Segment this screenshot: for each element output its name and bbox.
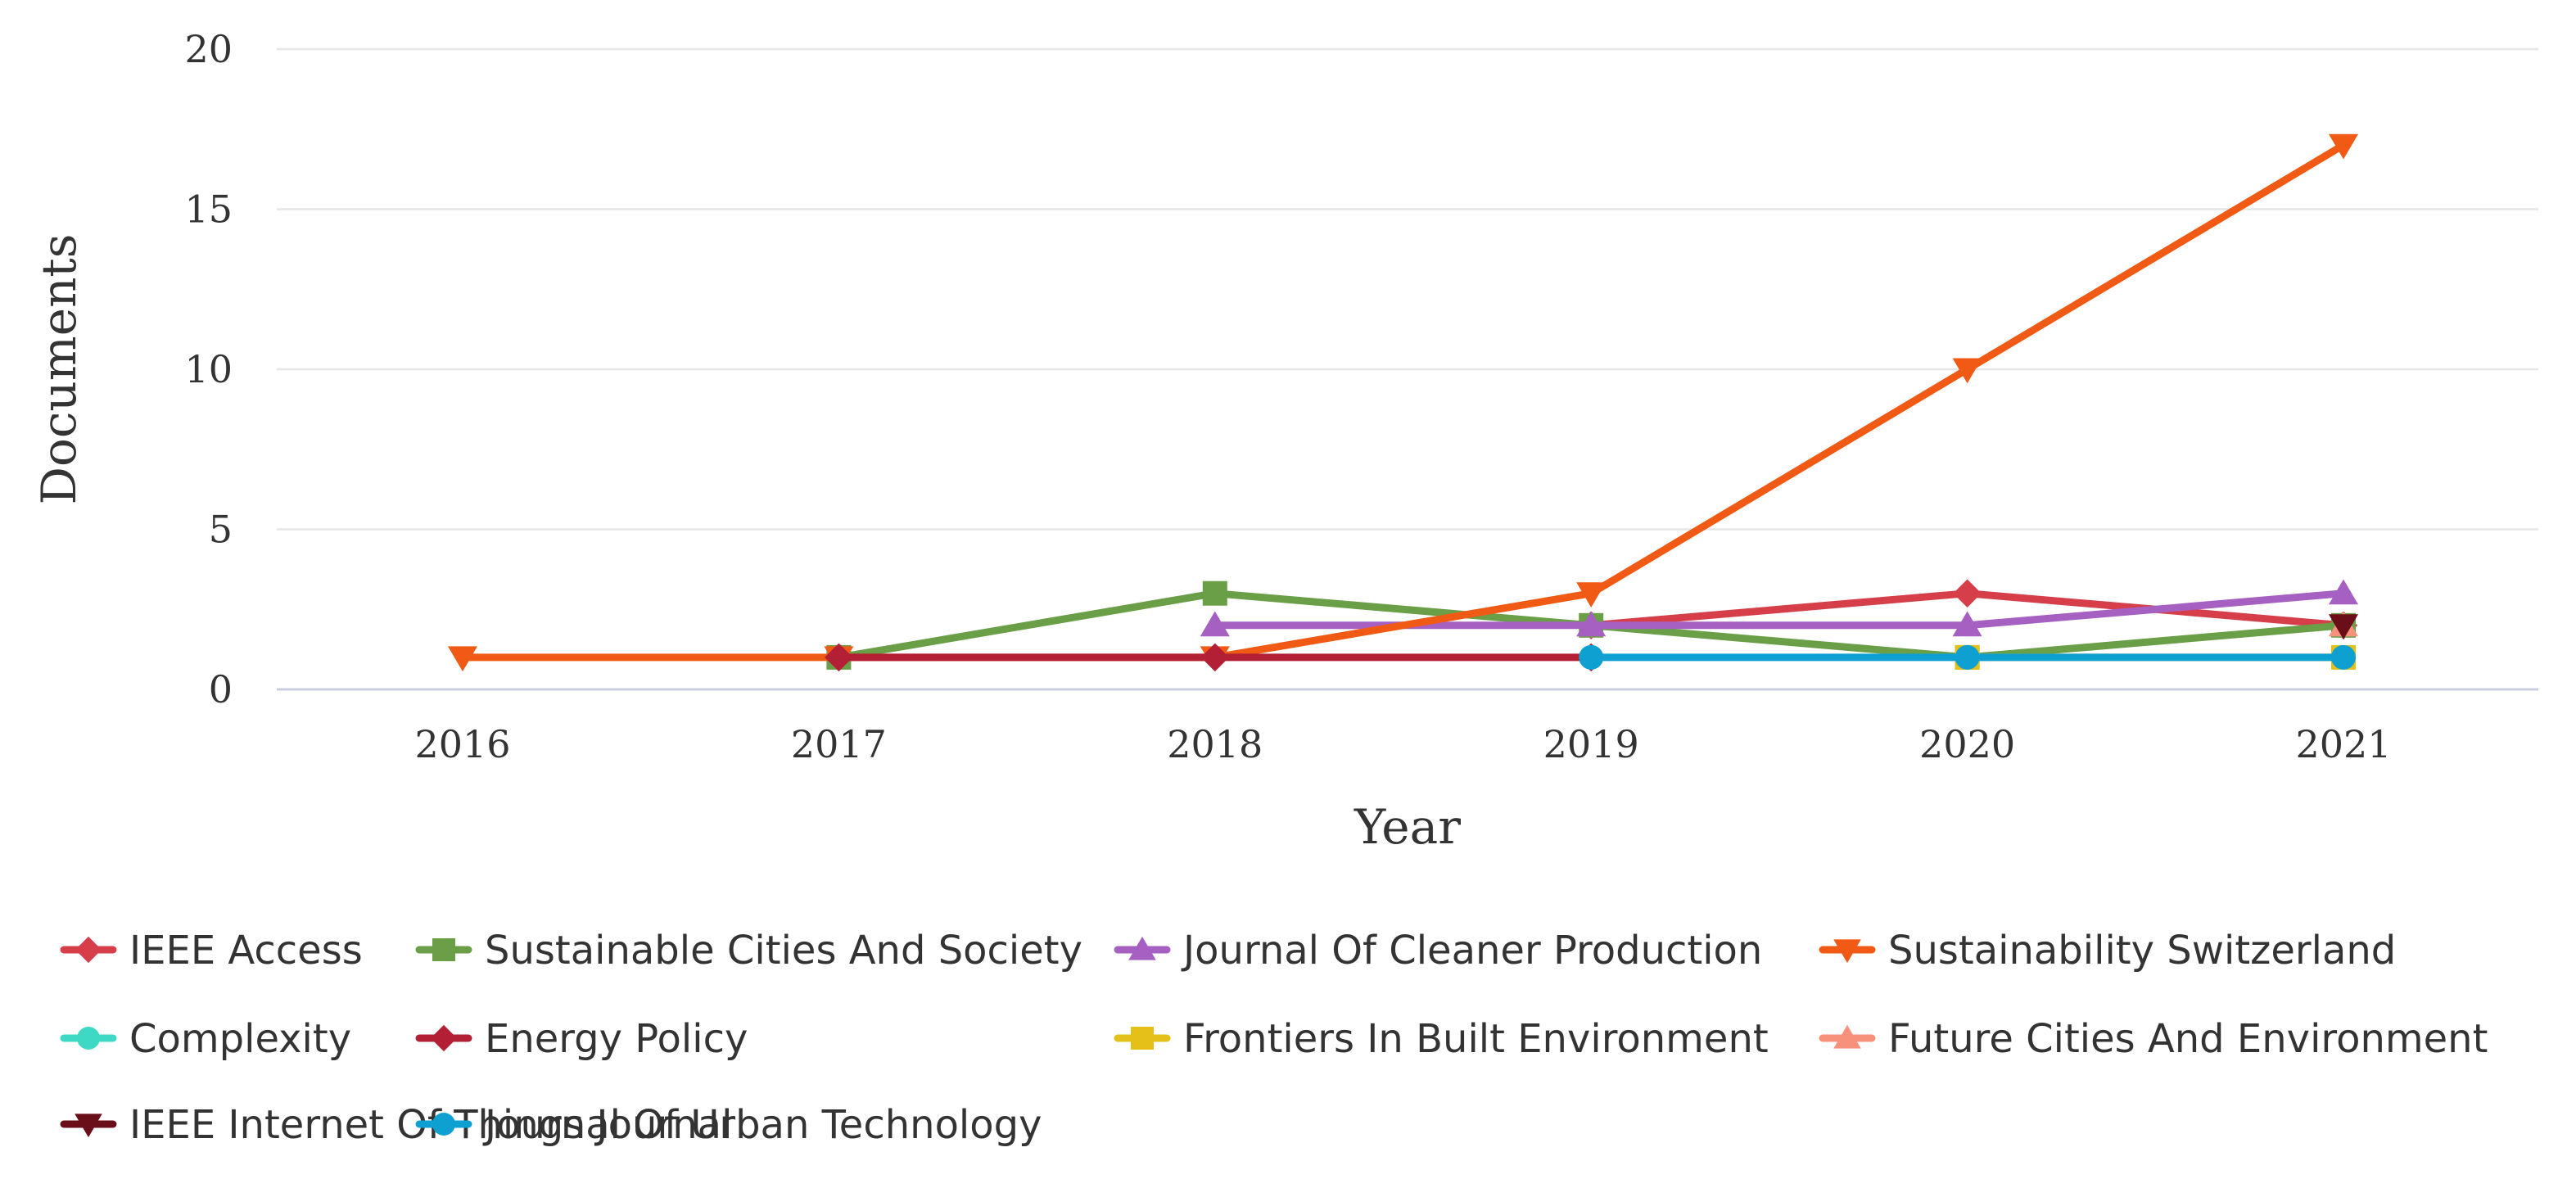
legend-marker — [75, 936, 102, 964]
series — [448, 133, 2358, 672]
legend-label: Sustainable Cities And Society — [485, 928, 1082, 973]
legend-marker — [1131, 1027, 1154, 1050]
data-point — [448, 646, 477, 672]
legend-item-complexity: Complexity — [60, 1016, 351, 1062]
series-sustainability-switzerland — [448, 133, 2358, 672]
legend-label: Journal Of Urban Technology — [482, 1102, 1042, 1148]
y-tick-label: 10 — [184, 347, 233, 391]
legend-label: IEEE Access — [129, 928, 363, 973]
y-tick-label: 15 — [184, 187, 233, 232]
legend-item-sustainable-cities-and-society: Sustainable Cities And Society — [415, 928, 1082, 973]
data-point — [1200, 611, 1230, 637]
legend-marker — [432, 938, 455, 961]
x-tick-label: 2016 — [414, 722, 510, 766]
y-tick-label: 5 — [209, 508, 233, 552]
legend-marker — [1128, 936, 1156, 960]
data-point — [1576, 582, 1607, 608]
legend-label: Frontiers In Built Environment — [1183, 1016, 1769, 1062]
data-point — [1579, 644, 1604, 670]
data-point — [1952, 358, 1982, 384]
series-ieee-internet-of-things-journal — [2329, 614, 2358, 640]
legend-item-ieee-access: IEEE Access — [60, 928, 363, 973]
legend-marker — [77, 1027, 100, 1050]
legend-marker — [1833, 1024, 1861, 1049]
legend-item-future-cities-and-environment: Future Cities And Environment — [1819, 1016, 2488, 1062]
data-point — [1202, 580, 1227, 606]
series-energy-policy — [825, 643, 1606, 672]
legend-item-journal-of-urban-technology: Journal Of Urban Technology — [415, 1102, 1042, 1148]
data-point — [1200, 643, 1230, 672]
legend-item-journal-of-cleaner-production: Journal Of Cleaner Production — [1114, 928, 1762, 973]
x-axis-title: Year — [1354, 799, 1461, 855]
legend-label: Future Cities And Environment — [1888, 1016, 2488, 1062]
x-tick-label: 2017 — [791, 722, 887, 766]
x-tick-label: 2021 — [2295, 722, 2391, 766]
x-tick-label: 2019 — [1543, 722, 1639, 766]
data-point — [2329, 133, 2358, 160]
legend-label: Energy Policy — [485, 1016, 748, 1062]
legend-label: Journal Of Cleaner Production — [1181, 928, 1762, 973]
data-point — [1576, 611, 1607, 637]
legend-item-frontiers-in-built-environment: Frontiers In Built Environment — [1114, 1016, 1769, 1062]
legend-item-sustainability-switzerland: Sustainability Switzerland — [1819, 928, 2396, 973]
legend: IEEE Access Sustainable Cities And Societ… — [60, 928, 2488, 1148]
legend-label: Sustainability Switzerland — [1888, 928, 2396, 973]
legend-marker — [432, 1113, 455, 1136]
data-point — [825, 643, 853, 672]
data-point — [2331, 644, 2356, 670]
y-axis-title: Documents — [31, 233, 87, 504]
y-tick-label: 0 — [209, 667, 233, 711]
legend-marker — [430, 1024, 458, 1052]
gridlines — [277, 47, 2538, 691]
legend-marker — [75, 1114, 102, 1138]
series-line — [459, 141, 2348, 662]
data-point — [2329, 579, 2358, 605]
y-tick-label: 20 — [184, 27, 233, 71]
legend-item-energy-policy: Energy Policy — [415, 1016, 748, 1062]
x-tick-label: 2018 — [1167, 722, 1263, 766]
legend-marker — [1833, 939, 1861, 964]
axes: 0 5 10 15 20 2016 2017 2018 2019 2020 2021 Year Docu… — [31, 27, 2392, 855]
legend-label: Complexity — [129, 1016, 351, 1062]
x-tick-label: 2020 — [1919, 722, 2015, 766]
series-journal-of-urban-technology — [1579, 644, 2356, 670]
data-point — [1952, 611, 1982, 637]
data-point — [1955, 644, 1980, 670]
data-point — [1953, 579, 1982, 608]
data-point — [2329, 614, 2358, 640]
